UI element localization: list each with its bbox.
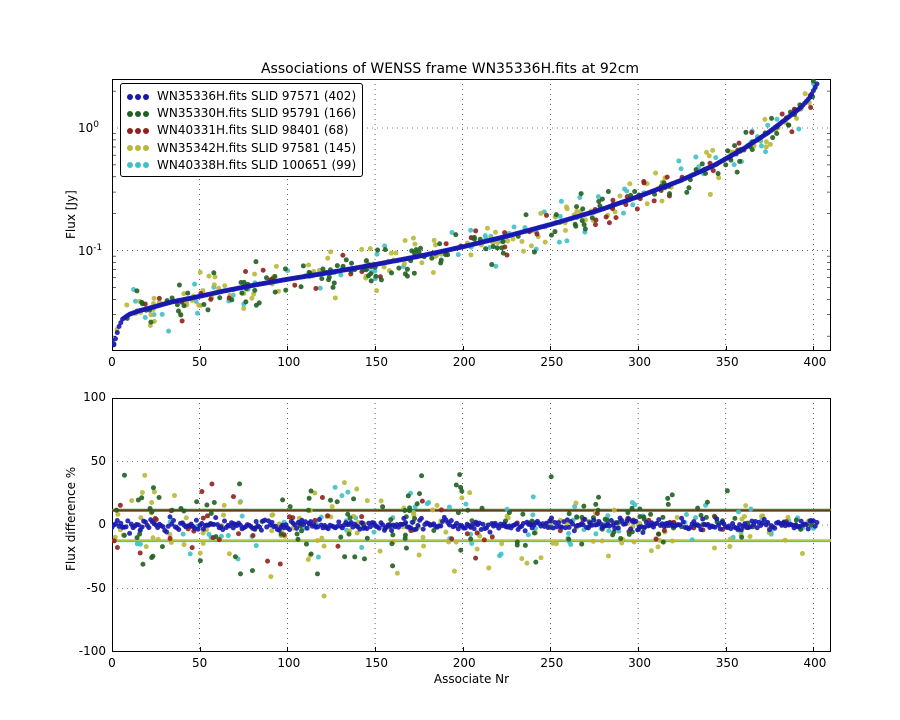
xtick: 200 xyxy=(453,355,473,369)
legend-marker-icon xyxy=(135,111,141,117)
legend-label: WN35330H.fits SLID 95791 (166) xyxy=(157,106,356,120)
ytick: -50 xyxy=(76,581,106,595)
legend-marker-icon xyxy=(127,128,133,134)
ylabel-flux: Flux [Jy] xyxy=(64,190,78,239)
legend-marker-icon xyxy=(143,111,149,117)
page-title: Associations of WENSS frame WN35336H.fit… xyxy=(0,61,900,77)
xtick: 100 xyxy=(277,656,297,670)
ytick-log: 100 xyxy=(78,120,99,135)
legend-item: WN35342H.fits SLID 97581 (145) xyxy=(127,140,356,156)
legend-marker-icon xyxy=(135,128,141,134)
ytick: 100 xyxy=(76,390,106,404)
legend-label: WN40338H.fits SLID 100651 (99) xyxy=(157,158,356,172)
plot-diff xyxy=(112,398,831,652)
legend-item: WN40331H.fits SLID 98401 (68) xyxy=(127,122,356,138)
xtick: 0 xyxy=(102,656,122,670)
xtick: 300 xyxy=(628,355,648,369)
legend-marker-icon xyxy=(127,94,133,100)
legend-item: WN40338H.fits SLID 100651 (99) xyxy=(127,157,356,173)
xlabel: Associate Nr xyxy=(112,672,831,686)
legend-marker-icon xyxy=(135,162,141,168)
legend-marker-icon xyxy=(143,145,149,151)
ytick: -100 xyxy=(76,644,106,658)
legend-item: WN35330H.fits SLID 95791 (166) xyxy=(127,105,356,121)
xtick: 400 xyxy=(803,656,823,670)
xtick: 250 xyxy=(540,656,560,670)
legend-label: WN35342H.fits SLID 97581 (145) xyxy=(157,141,356,155)
xtick: 100 xyxy=(277,355,297,369)
legend: WN35336H.fits SLID 97571 (402) WN35330H.f… xyxy=(120,83,363,177)
xtick: 350 xyxy=(716,355,736,369)
legend-marker-icon xyxy=(127,162,133,168)
xtick: 50 xyxy=(190,355,210,369)
xtick: 250 xyxy=(540,355,560,369)
legend-label: WN35336H.fits SLID 97571 (402) xyxy=(157,89,356,103)
ytick: 50 xyxy=(76,454,106,468)
xtick: 350 xyxy=(716,656,736,670)
legend-marker-icon xyxy=(135,94,141,100)
ytick: 0 xyxy=(76,517,106,531)
xtick: 50 xyxy=(190,656,210,670)
legend-marker-icon xyxy=(143,94,149,100)
ytick-log: 10-1 xyxy=(78,243,102,258)
legend-label: WN40331H.fits SLID 98401 (68) xyxy=(157,123,349,137)
xtick: 150 xyxy=(365,355,385,369)
xtick: 300 xyxy=(628,656,648,670)
xtick: 150 xyxy=(365,656,385,670)
xtick: 0 xyxy=(102,355,122,369)
legend-marker-icon xyxy=(143,128,149,134)
xtick: 200 xyxy=(453,656,473,670)
legend-marker-icon xyxy=(135,145,141,151)
xtick: 400 xyxy=(803,355,823,369)
legend-marker-icon xyxy=(127,145,133,151)
legend-marker-icon xyxy=(143,162,149,168)
figure: Associations of WENSS frame WN35336H.fit… xyxy=(0,0,900,720)
legend-item: WN35336H.fits SLID 97571 (402) xyxy=(127,88,356,104)
legend-marker-icon xyxy=(127,111,133,117)
